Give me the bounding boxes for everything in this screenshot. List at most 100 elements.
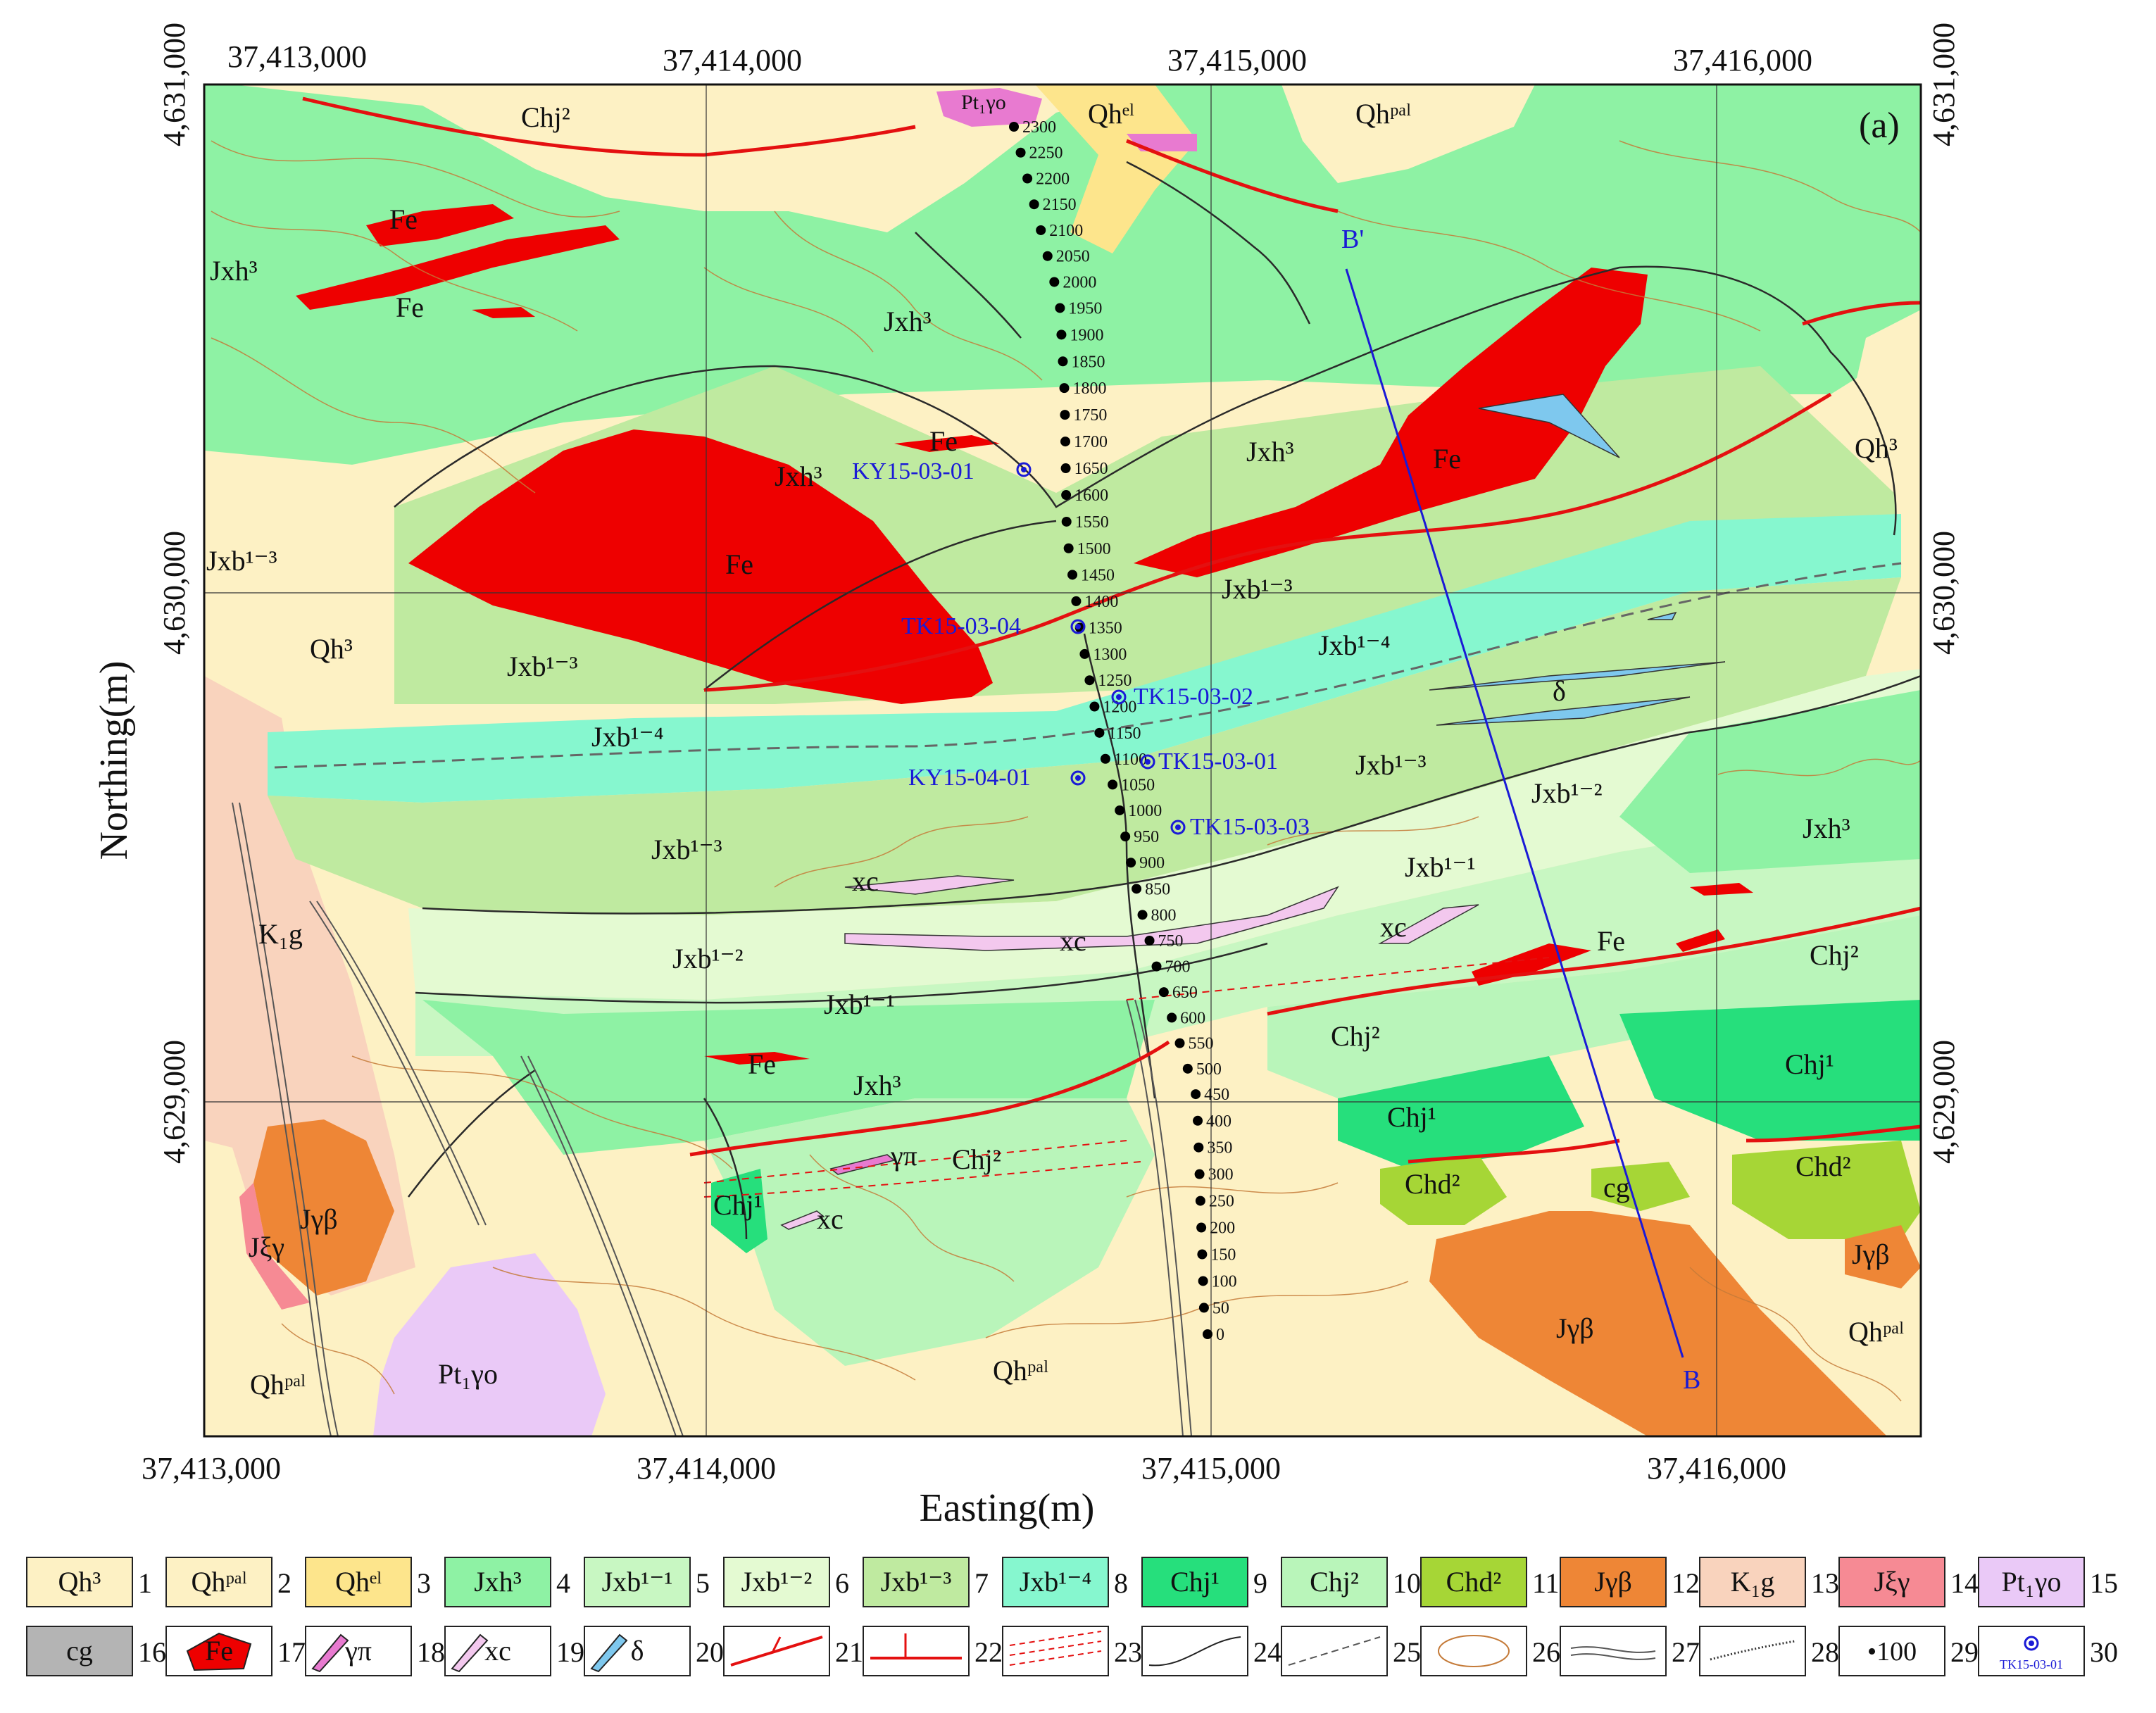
contour-lines	[211, 140, 1921, 1402]
unit-qhel	[1035, 84, 1197, 253]
station-dot	[1193, 1115, 1203, 1126]
station-dot	[1108, 779, 1118, 790]
label-qhpal-s: Qhᵖᵃˡ	[993, 1355, 1048, 1386]
legend-symbol: Qh³	[58, 1566, 101, 1598]
station-label: 650	[1172, 984, 1198, 1002]
unit-chj1-small	[711, 1169, 767, 1253]
station-dot	[1079, 648, 1090, 659]
ore-fe-se3	[1690, 883, 1753, 896]
station-label: 1900	[1070, 326, 1103, 344]
label-chj2-s: Chj²	[952, 1143, 1001, 1175]
legend-swatch	[26, 1626, 133, 1676]
station-dot	[1055, 303, 1065, 313]
section-start-label: B	[1683, 1365, 1700, 1395]
section-end-label: B'	[1341, 225, 1364, 254]
unit-chj2-east	[1267, 915, 1921, 1098]
legend-symbol: xc	[484, 1635, 511, 1667]
station-dot	[1158, 987, 1169, 998]
legend-symbol: Chd²	[1446, 1566, 1502, 1598]
tick-top-3: 37,415,000	[1167, 43, 1307, 77]
tick-left-2: 4,630,000	[157, 531, 192, 655]
label-jxb12-w: Jxb¹⁻²	[672, 943, 744, 974]
legend-symbol: Qhᵖᵃˡ	[192, 1566, 247, 1598]
label-k1g: K₁g	[258, 918, 303, 950]
station-dot	[1061, 516, 1072, 527]
legend-swatch	[1141, 1557, 1248, 1607]
legend-item: •100 29	[1838, 1626, 1979, 1676]
sample-label-6: TK15-03-03	[1190, 814, 1310, 840]
station-label: 2200	[1036, 170, 1070, 188]
legend-number: 6	[835, 1567, 849, 1599]
unit-jgb-east	[1845, 1225, 1921, 1288]
tick-right-3: 4,629,000	[1926, 1040, 1961, 1164]
label-jxb11-e: Jxb¹⁻¹	[1405, 851, 1476, 883]
dike-delta-1	[1478, 394, 1620, 458]
label-fe-n2: Fe	[396, 291, 424, 323]
legend-item: Jxb¹⁻² 6	[723, 1557, 849, 1607]
legend-item: 25	[1281, 1626, 1421, 1676]
label-jxb11-w: Jxb¹⁻¹	[824, 989, 895, 1020]
legend-swatch	[444, 1626, 551, 1676]
legend-item: 27	[1560, 1626, 1700, 1676]
label-fe-east: Fe	[1433, 443, 1461, 475]
legend-swatch	[26, 1557, 133, 1607]
legend-number: 10	[1393, 1567, 1421, 1599]
label-jxb12-e: Jxb¹⁻²	[1531, 777, 1603, 809]
legend-symbol: TK15-03-01	[2000, 1657, 2063, 1671]
station-label: 300	[1208, 1166, 1234, 1184]
legend-number: 17	[277, 1636, 306, 1668]
label-qhpal-w: Qhᵖᵃˡ	[250, 1369, 306, 1400]
station-dot	[1126, 858, 1136, 868]
legend-number: 1	[138, 1567, 152, 1599]
dike-delta-3	[1436, 696, 1691, 726]
label-jxh3-e: Jxh³	[1803, 812, 1850, 844]
legend-symbol: Jγβ	[1594, 1566, 1632, 1598]
unit-pt1go-south	[373, 1253, 606, 1436]
station-dot	[1203, 1329, 1212, 1339]
station-dot	[1094, 727, 1105, 738]
station-label: 1200	[1103, 698, 1136, 717]
label-pt1go-north: Pt₁γo	[961, 91, 1006, 114]
right-tick-labels: 4,631,000 4,630,000 4,629,000	[1926, 23, 1961, 1164]
legend-number: 7	[974, 1567, 989, 1599]
unit-jxb14	[268, 514, 1901, 803]
station-label: 1300	[1093, 646, 1127, 664]
legend-number: 25	[1393, 1636, 1421, 1668]
legend-symbol: Jxh³	[474, 1566, 522, 1598]
legend-symbol: Jξγ	[1874, 1566, 1910, 1598]
ore-fe-north3	[472, 307, 535, 318]
legend-number: 13	[1811, 1567, 1839, 1599]
geological-boundaries	[394, 161, 1921, 1240]
ore-fe-se2	[1676, 929, 1725, 952]
label-chj1-c: Chj¹	[1387, 1101, 1436, 1133]
label-qh3-east: Qh³	[1855, 432, 1898, 464]
label-fe-s: Fe	[748, 1048, 776, 1080]
station-dot	[1036, 225, 1046, 235]
station-label: 700	[1165, 958, 1191, 977]
legend-number: 2	[277, 1567, 292, 1599]
station-dot	[1191, 1089, 1201, 1100]
legend-item: 23	[1002, 1626, 1142, 1676]
legend-item: 26	[1420, 1626, 1560, 1676]
station-label: 400	[1206, 1112, 1231, 1131]
station-dot	[1067, 570, 1078, 580]
station-label: 1700	[1074, 433, 1108, 451]
legend-symbol: Fe	[205, 1635, 233, 1667]
label-jxh3-c: Jxh³	[775, 460, 822, 492]
station-dot	[1029, 199, 1039, 210]
unit-chd2-west	[1380, 1155, 1507, 1225]
label-jgb-e: Jγβ	[1852, 1238, 1890, 1270]
legend-item: Qhᵉˡ 3	[305, 1557, 431, 1607]
legend: Qh³ 1 Qhᵖᵃˡ 2 Qhᵉˡ 3 Jxh³ 4 Jxb¹⁻¹ 5 Jxb¹⁻² 6 Jxb¹⁻³…	[26, 1557, 2118, 1676]
station-dots: 2300225022002150210020502000195019001850…	[1009, 118, 1237, 1344]
unit-jxb12	[408, 669, 1921, 1000]
legend-symbol: K₁g	[1731, 1566, 1775, 1598]
label-xc-2: xc	[1060, 925, 1086, 957]
label-chj1-s: Chj¹	[713, 1189, 763, 1221]
left-tick-labels: 4,631,000 4,630,000 4,629,000	[157, 23, 192, 1164]
station-dot	[1060, 463, 1071, 474]
ore-fe-north2	[296, 225, 620, 310]
legend-number: 5	[696, 1567, 710, 1599]
station-dot	[1195, 1196, 1205, 1206]
ore-fe-center	[894, 435, 1000, 452]
